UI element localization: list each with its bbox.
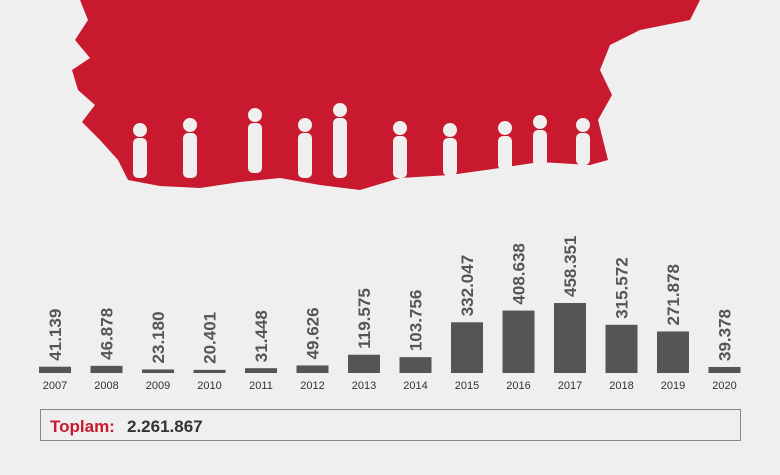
x-tick-label: 2016: [506, 380, 530, 392]
bar: [708, 366, 741, 373]
bar: [348, 354, 380, 373]
value-label: 20.401: [201, 312, 220, 364]
bar: [296, 365, 329, 373]
x-tick-label: 2015: [455, 380, 479, 392]
x-tick-label: 2017: [558, 380, 582, 392]
x-tick-label: 2012: [300, 380, 324, 392]
x-tick-label: 2008: [94, 380, 118, 392]
value-label: 103.756: [407, 290, 426, 351]
value-label: 31.448: [252, 310, 271, 362]
value-label: 39.378: [716, 309, 735, 361]
people-silhouettes: [133, 103, 590, 178]
x-tick-label: 2007: [43, 380, 67, 392]
bar: [399, 357, 432, 373]
bar: [554, 303, 586, 373]
value-label: 271.878: [664, 264, 683, 325]
value-label: 458.351: [561, 236, 580, 297]
total-value: 2.261.867: [127, 417, 203, 436]
x-tick-label: 2010: [197, 380, 221, 392]
x-tick-label: 2013: [352, 380, 376, 392]
value-label: 119.575: [355, 288, 374, 349]
bar: [657, 331, 689, 373]
bar: [605, 324, 638, 373]
bar: [245, 368, 277, 373]
bar: [451, 322, 483, 373]
total-label: Toplam:: [50, 417, 115, 436]
x-tick-label: 2014: [403, 380, 427, 392]
x-tick-label: 2011: [249, 380, 273, 392]
x-tick-label: 2009: [146, 380, 170, 392]
value-label: 46.878: [98, 308, 117, 360]
bar: [193, 369, 226, 373]
bar: [90, 365, 123, 373]
bar: [502, 310, 535, 373]
x-tick-label: 2019: [661, 380, 685, 392]
map-illustration: [72, 0, 700, 190]
value-label: 23.180: [149, 311, 168, 363]
value-label: 41.139: [46, 309, 65, 361]
x-tick-label: 2020: [712, 380, 736, 392]
value-label: 332.047: [458, 255, 477, 316]
x-tick-label: 2018: [609, 380, 633, 392]
bar: [39, 366, 71, 373]
value-label: 49.626: [304, 307, 323, 359]
value-label: 315.572: [613, 257, 632, 318]
value-label: 408.638: [510, 243, 529, 304]
total-box: [40, 409, 741, 441]
bar: [142, 369, 174, 373]
